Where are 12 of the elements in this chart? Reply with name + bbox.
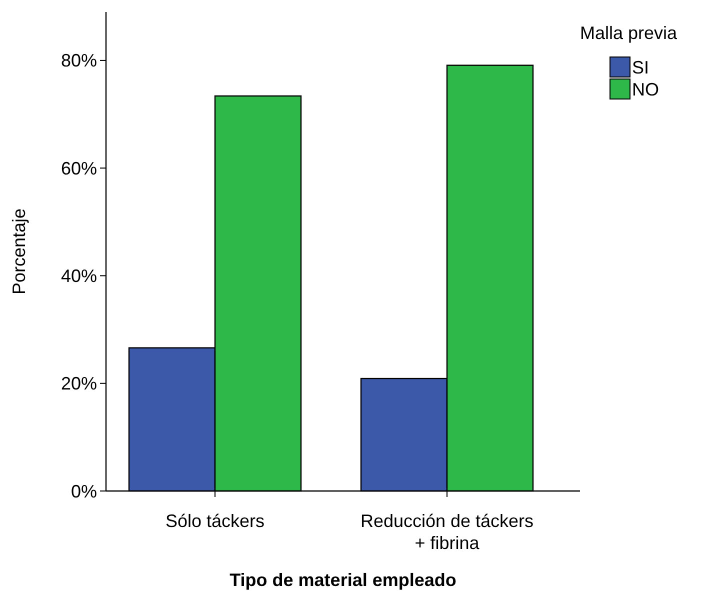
x-tick-label: Sólo táckers (165, 511, 265, 531)
x-axis-title: Tipo de material empleado (230, 570, 456, 590)
y-tick-label: 0% (70, 481, 97, 502)
legend-title: Malla previa (580, 23, 678, 43)
y-axis-title: Porcentaje (9, 208, 29, 295)
y-tick-label: 80% (60, 50, 97, 71)
y-tick-label: 40% (60, 266, 97, 286)
legend-label: SI (632, 57, 650, 78)
legend-label: NO (632, 79, 659, 100)
x-tick-label: Reducción de táckers + fibrina (360, 511, 534, 553)
y-tick-label: 20% (60, 374, 97, 394)
y-tick-label: 60% (60, 158, 97, 178)
